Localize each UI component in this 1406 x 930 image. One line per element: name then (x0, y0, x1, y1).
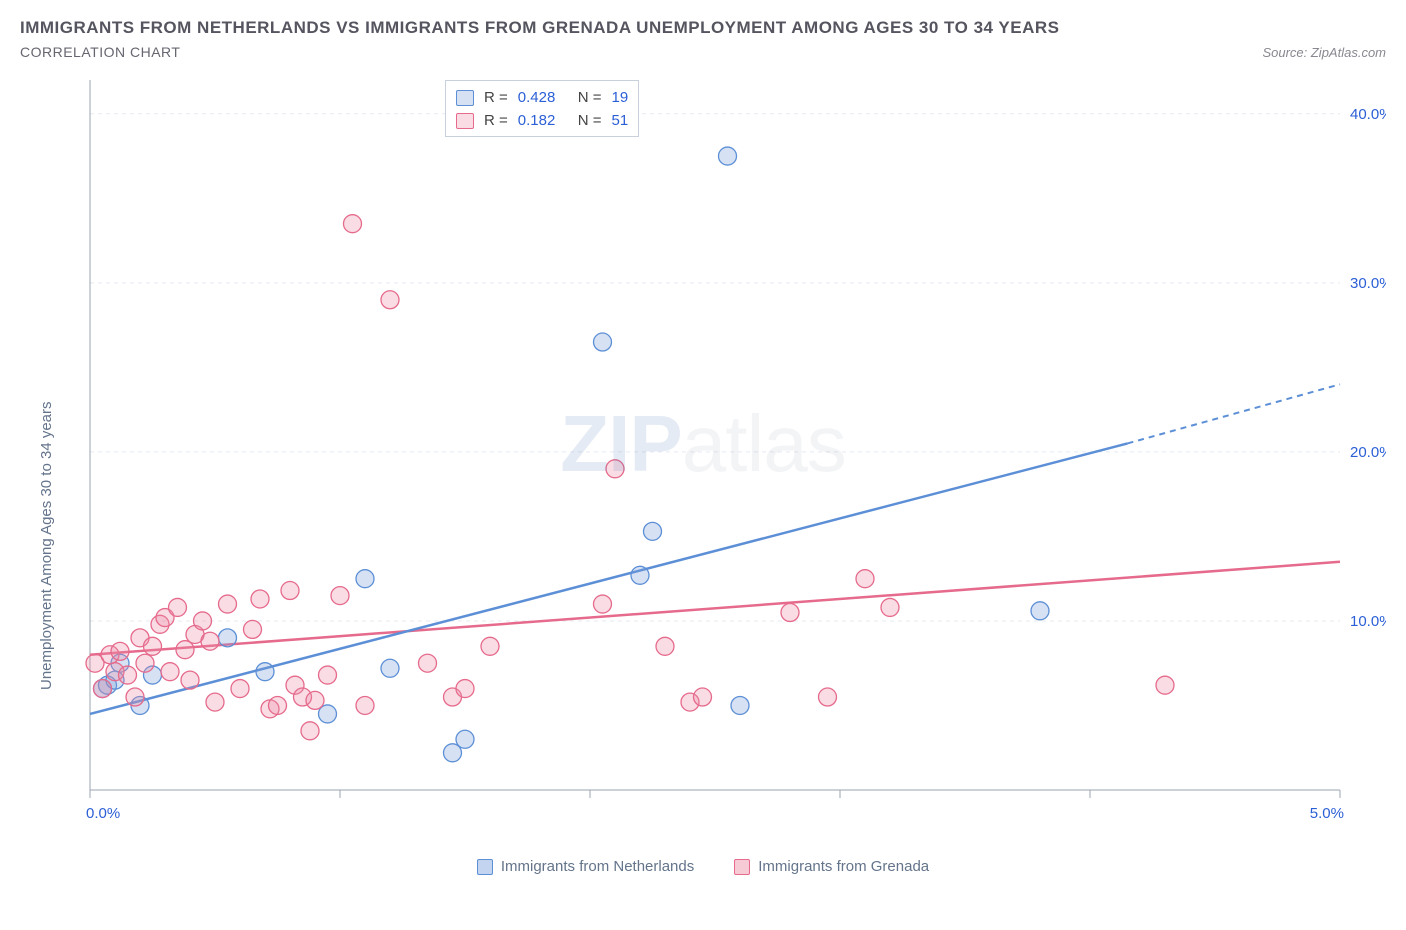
legend-swatch (456, 113, 474, 129)
svg-text:30.0%: 30.0% (1350, 275, 1386, 292)
chart-container: Unemployment Among Ages 30 to 34 years 0… (20, 70, 1386, 850)
legend-stat-row: R =0.428N =19 (456, 87, 628, 110)
scatter-chart: 0.0% 5.0% 10.0% 20.0% 30.0% 40.0% (20, 70, 1386, 850)
y-axis-title: Unemployment Among Ages 30 to 34 years (38, 401, 55, 690)
legend-stats: R =0.428N =19R =0.182N =51 (445, 80, 639, 137)
svg-text:40.0%: 40.0% (1350, 106, 1386, 123)
svg-text:5.0%: 5.0% (1310, 805, 1344, 822)
svg-text:0.0%: 0.0% (86, 805, 120, 822)
source-label: Source: ZipAtlas.com (1262, 45, 1386, 60)
legend-swatch (456, 90, 474, 106)
legend-bottom: Immigrants from Netherlands Immigrants fr… (0, 850, 1406, 875)
legend-label: Immigrants from Grenada (758, 858, 929, 875)
page-title: IMMIGRANTS FROM NETHERLANDS VS IMMIGRANT… (20, 18, 1059, 38)
legend-item: Immigrants from Grenada (734, 858, 929, 875)
legend-item: Immigrants from Netherlands (477, 858, 694, 875)
svg-text:20.0%: 20.0% (1350, 444, 1386, 461)
legend-swatch (477, 859, 493, 875)
legend-stat-row: R =0.182N =51 (456, 110, 628, 133)
legend-label: Immigrants from Netherlands (501, 858, 694, 875)
legend-swatch (734, 859, 750, 875)
page-subtitle: CORRELATION CHART (20, 44, 180, 60)
svg-text:10.0%: 10.0% (1350, 613, 1386, 630)
